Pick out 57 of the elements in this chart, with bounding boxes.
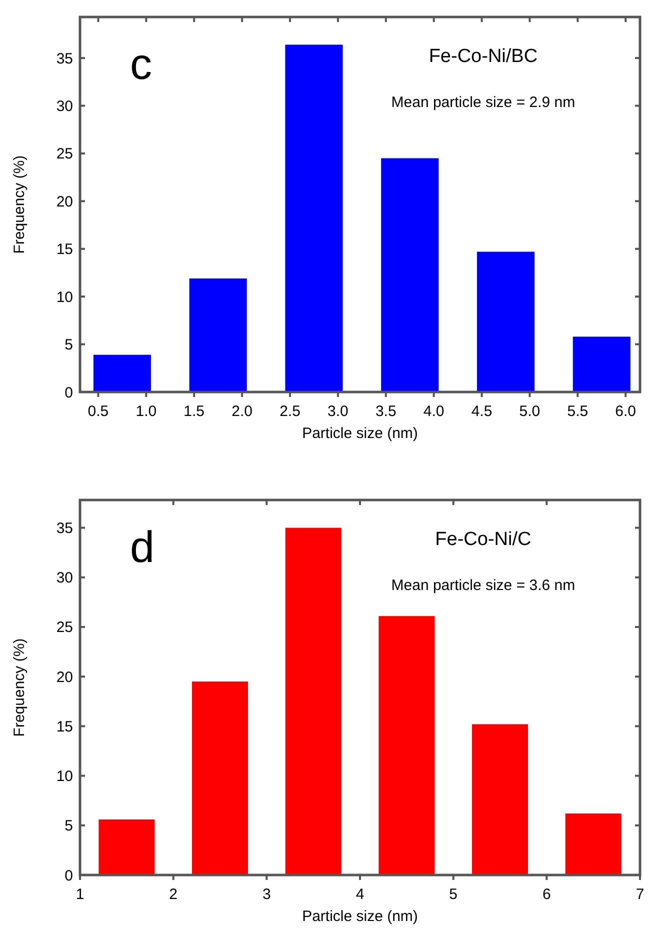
bar [192, 682, 248, 875]
text: c [130, 40, 152, 89]
bar [381, 158, 439, 392]
y-tick-label: 5 [64, 818, 73, 835]
x-tick-label: 4 [356, 886, 364, 903]
y-tick-label: 5 [64, 336, 73, 354]
y-tick-label: 30 [56, 98, 73, 115]
y-tick-label: 35 [56, 520, 73, 538]
x-tick-label: 1 [76, 886, 84, 903]
y-axis-title: Frequency (%) [11, 155, 28, 254]
x-tick-label: 5.5 [567, 403, 588, 420]
y-tick-label: 15 [56, 718, 73, 736]
x-tick-label: 6 [542, 886, 551, 903]
x-tick-label: 2.5 [280, 403, 300, 420]
text: d [130, 523, 154, 572]
x-tick-label: 7 [636, 886, 644, 903]
bar [572, 336, 630, 392]
x-tick-label: 5.0 [519, 403, 540, 420]
annotation: Fe-Co-Ni/BC [428, 46, 538, 67]
bar [98, 819, 155, 875]
y-tick-label: 30 [56, 570, 73, 587]
x-tick-label: 1.5 [184, 403, 205, 420]
y-tick-label: 25 [56, 146, 73, 163]
x-tick-label: 2.0 [232, 403, 252, 420]
annotation: Mean particle size = 3.6 nm [391, 577, 576, 594]
y-tick-label: 20 [56, 668, 73, 686]
bar [378, 616, 435, 875]
bar [565, 813, 622, 875]
y-tick-label: 10 [56, 288, 73, 306]
x-tick-label: 3.0 [328, 403, 348, 420]
bar [93, 354, 151, 392]
bar [476, 252, 535, 392]
x-tick-label: 4.0 [423, 403, 444, 420]
bar [285, 528, 342, 875]
x-tick-label: 3.5 [375, 403, 396, 420]
x-tick-label: 6.0 [615, 403, 636, 420]
bar [189, 278, 247, 392]
x-tick-label: 2 [169, 886, 178, 903]
y-tick-label: 0 [64, 867, 73, 884]
bar [285, 44, 343, 392]
y-axis-title: Frequency (%) [11, 638, 28, 737]
y-tick-label: 15 [56, 241, 73, 258]
x-tick-label: 5 [449, 886, 458, 903]
x-axis-title: Particle size (nm) [302, 908, 418, 925]
x-tick-label: 0.5 [88, 403, 109, 420]
x-axis-title: Particle size (nm) [302, 425, 418, 442]
x-tick-label: 1.0 [136, 403, 157, 420]
annotation: Fe-Co-Ni/C [435, 529, 532, 550]
y-tick-label: 0 [64, 384, 73, 402]
x-tick-label: 4.5 [471, 403, 492, 420]
bar [472, 724, 528, 875]
x-tick-label: 3 [262, 886, 271, 903]
y-tick-label: 10 [56, 768, 73, 786]
y-tick-label: 20 [56, 193, 73, 210]
y-tick-label: 35 [56, 50, 73, 68]
annotation: Mean particle size = 2.9 nm [391, 94, 576, 111]
y-tick-label: 25 [56, 619, 73, 636]
